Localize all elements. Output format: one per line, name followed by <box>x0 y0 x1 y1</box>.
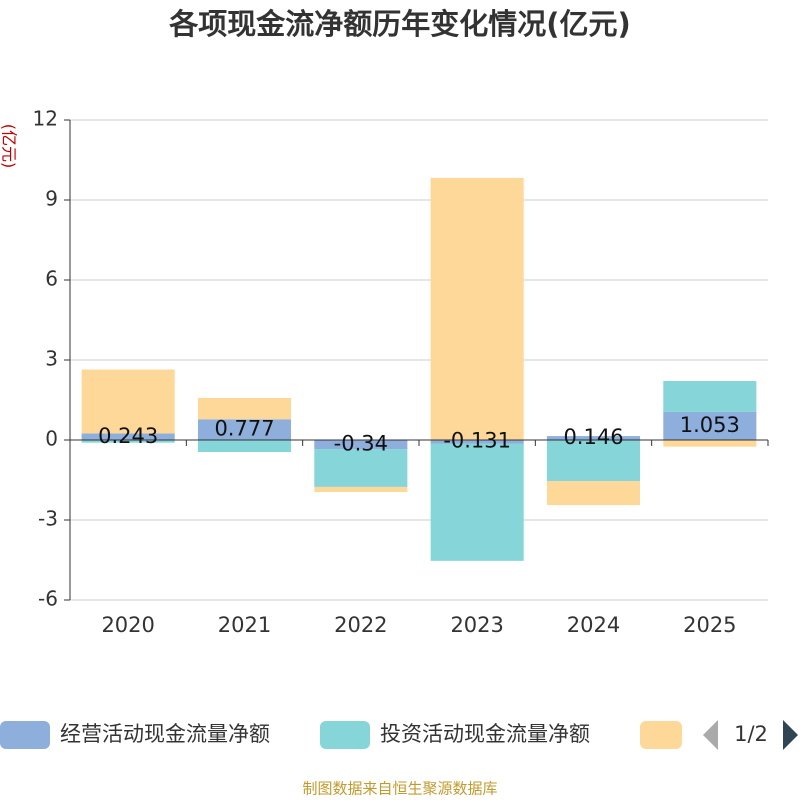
bar <box>197 397 292 420</box>
y-tick-label: -3 <box>38 507 58 531</box>
legend-swatch <box>320 721 370 749</box>
data-label: 0.146 <box>563 425 623 449</box>
data-label: 0.777 <box>214 417 274 441</box>
bar <box>546 436 641 440</box>
bar <box>81 440 175 443</box>
bar <box>546 440 641 482</box>
data-label: -0.34 <box>334 432 388 456</box>
y-tick-label: 9 <box>45 187 58 211</box>
bar <box>430 440 524 444</box>
bar <box>81 433 175 440</box>
x-tick-label: 2022 <box>334 613 387 637</box>
legend-label: 经营活动现金流量净额 <box>60 722 270 746</box>
legend-swatch <box>0 721 50 749</box>
bar <box>314 440 408 450</box>
bar <box>314 486 408 492</box>
x-tick-label: 2021 <box>218 613 271 637</box>
legend-swatch <box>640 721 682 749</box>
legend-prev <box>703 720 718 750</box>
bar <box>430 443 524 561</box>
bar <box>663 380 757 412</box>
legend-page: 1/2 <box>734 722 768 746</box>
legend-next[interactable] <box>783 720 798 750</box>
bar <box>430 177 524 440</box>
bar <box>314 449 408 487</box>
y-axis-label: (亿元) <box>0 124 19 169</box>
y-tick-label: 3 <box>45 347 58 371</box>
x-tick-label: 2023 <box>450 613 503 637</box>
y-tick-label: 6 <box>45 267 58 291</box>
bar <box>197 440 292 452</box>
bar <box>663 411 757 440</box>
data-label: -0.131 <box>443 429 511 453</box>
chart-title: 各项现金流净额历年变化情况(亿元) <box>168 7 631 41</box>
data-label: 0.243 <box>98 424 158 448</box>
legend-label: 投资活动现金流量净额 <box>380 722 590 746</box>
y-tick-label: 0 <box>45 427 58 451</box>
source: 制图数据来自恒生聚源数据库 <box>302 780 497 798</box>
y-tick-label: -6 <box>38 587 58 611</box>
bar <box>663 440 757 447</box>
x-tick-label: 2020 <box>101 613 154 637</box>
bar <box>81 369 175 434</box>
bar <box>197 419 292 440</box>
x-tick-label: 2025 <box>683 613 736 637</box>
y-tick-label: 12 <box>33 107 58 131</box>
x-tick-label: 2024 <box>567 613 620 637</box>
bar <box>546 481 641 506</box>
data-label: 1.053 <box>680 413 740 437</box>
